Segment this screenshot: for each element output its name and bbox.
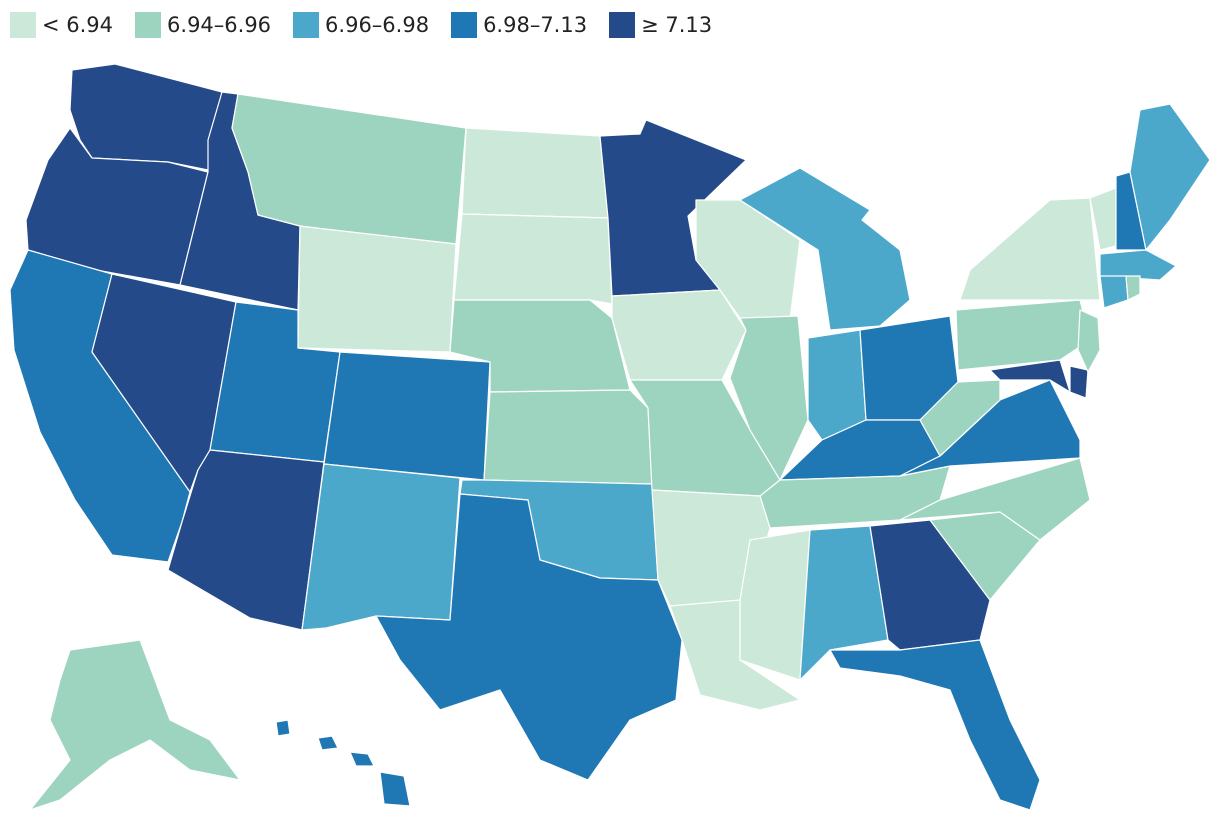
legend-label: ≥ 7.13 xyxy=(641,13,713,37)
state-MS[interactable] xyxy=(739,529,811,681)
state-AL[interactable] xyxy=(799,525,889,681)
state-WY[interactable] xyxy=(297,225,457,353)
legend-swatch xyxy=(135,12,162,38)
state-MN[interactable] xyxy=(599,119,747,297)
state-PA[interactable] xyxy=(955,299,1091,371)
state-HI[interactable] xyxy=(275,719,411,807)
state-NM[interactable] xyxy=(301,463,461,631)
legend-swatch xyxy=(609,12,636,38)
state-CO[interactable] xyxy=(323,351,491,481)
legend-label: 6.98–7.13 xyxy=(483,13,588,37)
state-WA[interactable] xyxy=(69,63,223,171)
state-KS[interactable] xyxy=(483,389,653,485)
legend-swatch xyxy=(451,12,478,38)
state-MI[interactable] xyxy=(739,167,911,331)
legend-item: 6.96–6.98 xyxy=(293,12,429,38)
legend-label: < 6.94 xyxy=(42,13,114,37)
legend-item: < 6.94 xyxy=(10,12,113,38)
state-SD[interactable] xyxy=(453,213,613,305)
legend-label: 6.94–6.96 xyxy=(167,13,272,37)
state-TN[interactable] xyxy=(759,465,951,529)
legend-swatch xyxy=(293,12,320,38)
legend-swatch xyxy=(10,12,36,38)
legend-label: 6.96–6.98 xyxy=(325,13,430,37)
legend-item: 6.94–6.96 xyxy=(135,12,271,38)
state-DE[interactable] xyxy=(1069,365,1089,399)
state-FL[interactable] xyxy=(829,639,1041,811)
state-IA[interactable] xyxy=(611,289,747,381)
state-IL[interactable] xyxy=(729,315,809,481)
state-NJ[interactable] xyxy=(1077,309,1101,373)
state-MA[interactable] xyxy=(1099,249,1177,281)
state-RI[interactable] xyxy=(1125,275,1141,301)
state-WV[interactable] xyxy=(919,379,1001,457)
legend: < 6.94 6.94–6.96 6.96–6.98 6.98–7.13 ≥ 7… xyxy=(10,12,734,38)
state-NC[interactable] xyxy=(899,457,1091,541)
state-OR[interactable] xyxy=(25,127,209,286)
legend-item: 6.98–7.13 xyxy=(451,12,587,38)
state-ME[interactable] xyxy=(1129,103,1211,251)
state-TX[interactable] xyxy=(375,493,683,781)
state-AK[interactable] xyxy=(29,639,241,811)
legend-item: ≥ 7.13 xyxy=(609,12,712,38)
state-CT[interactable] xyxy=(1099,275,1129,309)
state-ND[interactable] xyxy=(461,127,609,219)
state-NY[interactable] xyxy=(959,197,1101,301)
